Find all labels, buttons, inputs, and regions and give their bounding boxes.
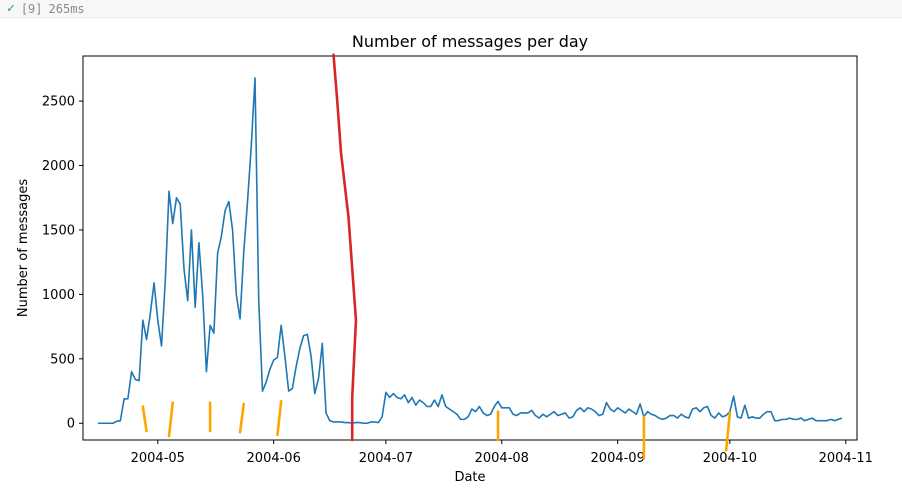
chart-title: Number of messages per day — [352, 32, 588, 51]
y-tick-label: 2000 — [42, 159, 75, 174]
x-tick-label: 2004-08 — [475, 451, 529, 466]
x-tick-label: 2004-06 — [247, 451, 301, 466]
orange-annotation-stroke — [276, 400, 283, 437]
red-annotation-line — [332, 53, 358, 442]
orange-annotation-stroke — [238, 402, 246, 434]
y-tick-label: 1000 — [42, 288, 75, 303]
series-line — [97, 77, 843, 425]
y-tick-label: 1500 — [42, 223, 75, 238]
orange-annotation-stroke — [141, 405, 148, 433]
x-tick-label: 2004-07 — [359, 451, 413, 466]
y-tick-label: 2500 — [42, 95, 75, 110]
execution-duration: 265ms — [48, 1, 85, 16]
execution-count: [9] — [20, 1, 43, 16]
orange-annotation-stroke — [167, 401, 175, 438]
y-axis-label: Number of messages — [16, 179, 31, 317]
x-tick-label: 2004-11 — [819, 451, 873, 466]
x-tick-label: 2004-10 — [703, 451, 757, 466]
x-tick-label: 2004-05 — [131, 451, 185, 466]
x-tick-label: 2004-09 — [591, 451, 645, 466]
x-axis-label: Date — [454, 470, 485, 485]
check-icon: ✓ — [7, 1, 15, 16]
y-tick-label: 500 — [50, 352, 75, 367]
plot-frame — [82, 55, 858, 441]
cell-status-bar: ✓ [9] 265ms — [0, 0, 902, 18]
y-tick-label: 0 — [67, 417, 75, 432]
orange-annotation-stroke — [724, 411, 732, 452]
